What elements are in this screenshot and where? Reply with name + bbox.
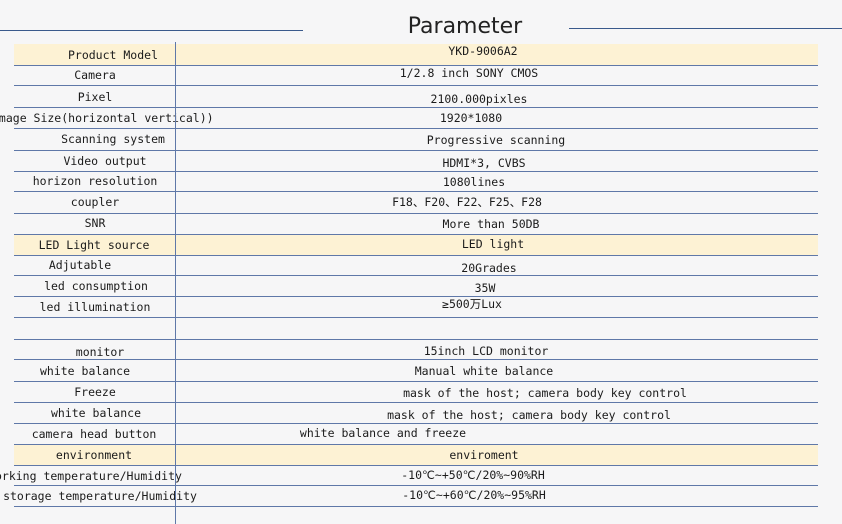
- table-row: [14, 44, 818, 66]
- table-row: [14, 445, 818, 466]
- row-value: LED light: [461, 237, 525, 251]
- table-row: [14, 129, 818, 151]
- table-row: [14, 340, 818, 360]
- title-rule-right: [569, 28, 842, 29]
- row-label: Product Model: [67, 48, 158, 62]
- table-row: [14, 360, 818, 382]
- table-row: [14, 403, 818, 424]
- row-label: monitor: [75, 345, 125, 359]
- table-row: [14, 108, 818, 129]
- table-row: [14, 192, 818, 214]
- table-row: [14, 86, 818, 108]
- row-label: Scanning system: [61, 132, 165, 146]
- row-value: 35W: [474, 281, 496, 295]
- row-value: white balance and freeze: [299, 426, 467, 440]
- row-value: Manual white balance: [414, 364, 554, 378]
- row-label: led consumption: [44, 279, 148, 293]
- row-label: horizon resolution: [32, 174, 158, 188]
- row-label: Camera: [74, 68, 116, 82]
- row-value: 2100.000pixles: [430, 92, 528, 106]
- row-label: camera head button: [31, 427, 157, 441]
- row-label: LED Light source: [38, 238, 150, 252]
- table-row: [14, 466, 818, 486]
- table-row: [14, 151, 818, 172]
- row-value: HDMI*3, CVBS: [442, 156, 526, 170]
- row-label: Pixel: [77, 90, 113, 104]
- table-row: [14, 276, 818, 297]
- row-value: 1920*1080: [439, 111, 503, 125]
- page-title: Parameter: [407, 14, 523, 39]
- row-label: Image Size(horizontal vertical)): [0, 111, 214, 125]
- row-value: 20Grades: [461, 261, 517, 275]
- table-row: [14, 297, 818, 318]
- table-row: [14, 235, 818, 256]
- row-value: 1/2.8 inch SONY CMOS: [399, 66, 539, 80]
- row-label: coupler: [70, 195, 120, 209]
- row-value: -10℃~+50℃/20%~90%RH: [401, 468, 545, 482]
- parameter-table: Product Model YKD-9006A2 Camera 1/2.8 inch …: [0, 44, 842, 524]
- table-row: [14, 256, 818, 276]
- title-rule-left: [0, 30, 303, 31]
- row-value: Progressive scanning: [426, 133, 566, 147]
- row-value: enviroment: [449, 448, 519, 462]
- row-value: YKD-9006A2: [448, 44, 518, 58]
- table-row: [14, 486, 818, 507]
- table-row: [14, 382, 818, 403]
- row-value: -10℃~+60℃/20%~95%RH: [402, 488, 546, 502]
- row-value: More than 50DB: [442, 217, 540, 231]
- row-label: Freeze: [74, 385, 116, 399]
- row-label: led illumination: [39, 300, 151, 314]
- row-label: white balance: [39, 364, 130, 378]
- row-label: environment: [55, 448, 133, 462]
- table-row: [14, 172, 818, 192]
- row-label: Working temperature/Humidity: [0, 469, 182, 483]
- column-divider: [175, 42, 176, 524]
- row-value: F18、F20、F22、F25、F28: [392, 195, 542, 209]
- row-label: Adjutable: [48, 258, 112, 272]
- table-row: [14, 318, 818, 340]
- table-row: [14, 424, 818, 445]
- row-label: white balance: [50, 406, 141, 420]
- row-value: 1080lines: [442, 175, 506, 189]
- row-label: storage temperature/Humidity: [3, 489, 197, 503]
- row-value: mask of the host; camera body key contro…: [387, 408, 671, 422]
- table-row: [14, 66, 818, 86]
- row-label: Video output: [63, 154, 147, 168]
- row-value: mask of the host; camera body key contro…: [403, 386, 687, 400]
- table-row: [14, 214, 818, 235]
- row-value: 15inch LCD monitor: [423, 344, 549, 358]
- row-label: SNR: [84, 216, 106, 230]
- row-value: ≥500万Lux: [442, 297, 502, 311]
